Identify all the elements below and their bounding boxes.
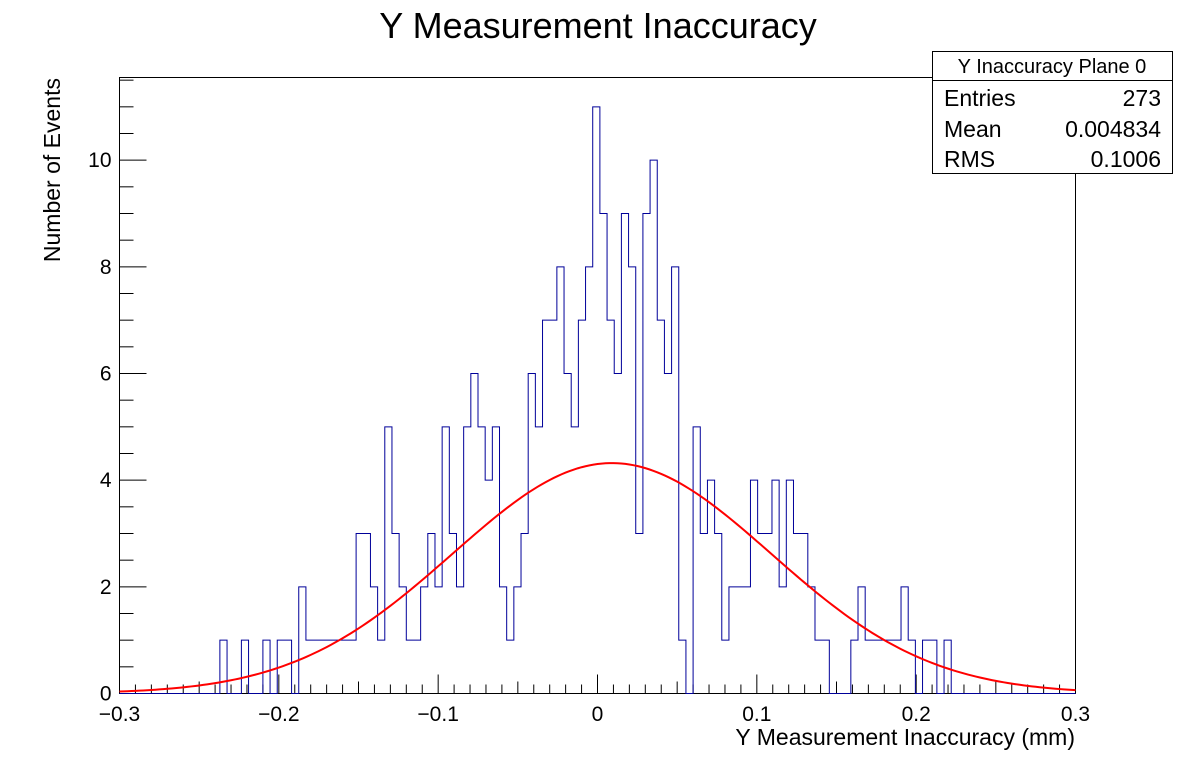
gaussian-fit-curve — [119, 462, 1076, 693]
stats-box-title: Y Inaccuracy Plane 0 — [958, 56, 1147, 78]
x-tick-label: −0.1 — [417, 703, 458, 726]
stats-entries-label: Entries — [944, 85, 1016, 111]
x-axis-ticks: −0.3 −0.2 −0.1 0 0.1 0.2 0.3 — [99, 674, 1090, 726]
y-tick-label: 6 — [100, 363, 112, 386]
y-tick-label: 2 — [100, 576, 112, 599]
chart-title: Y Measurement Inaccuracy — [379, 5, 817, 46]
x-tick-label: 0.2 — [902, 703, 931, 726]
stats-mean-label: Mean — [944, 116, 1002, 142]
y-tick-label: 4 — [100, 469, 112, 492]
x-tick-label: 0.1 — [742, 703, 771, 726]
y-axis-label: Number of Events — [39, 78, 65, 262]
x-axis-label: Y Measurement Inaccuracy (mm) — [735, 724, 1075, 750]
stats-rms-value: 0.1006 — [1091, 146, 1161, 172]
x-tick-label: 0.3 — [1061, 703, 1090, 726]
x-tick-label: −0.3 — [99, 703, 140, 726]
y-tick-label: 0 — [100, 683, 112, 706]
stats-entries-value: 273 — [1123, 85, 1161, 111]
stats-rms-label: RMS — [944, 146, 995, 172]
stats-mean-value: 0.004834 — [1065, 116, 1161, 142]
y-tick-label: 10 — [88, 149, 111, 172]
y-axis-ticks: 0 2 4 6 8 10 — [88, 79, 147, 706]
histogram-steps — [119, 106, 1076, 694]
stats-box: Y Inaccuracy Plane 0 Entries 273 Mean 0.… — [932, 51, 1173, 174]
x-tick-label: 0 — [592, 703, 604, 726]
y-tick-label: 8 — [100, 256, 112, 279]
x-tick-label: −0.2 — [258, 703, 299, 726]
